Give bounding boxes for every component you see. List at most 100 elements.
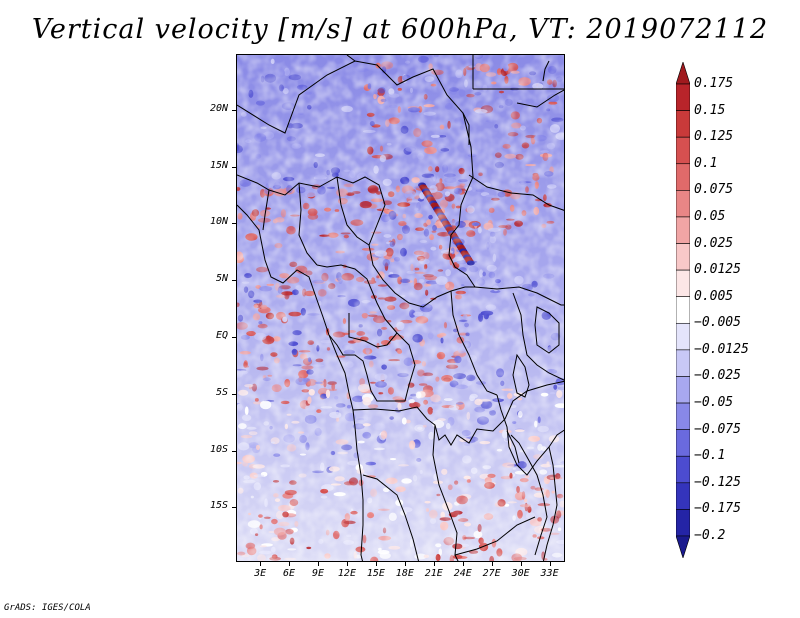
border-1 [237, 60, 470, 145]
lon-tick [346, 562, 348, 566]
lat-label: 20N [209, 102, 228, 114]
colorbar-label: −0.1 [694, 448, 726, 464]
country-borders [237, 55, 564, 561]
lat-tick [232, 166, 236, 168]
lat-tick [232, 450, 236, 452]
colorbar-segment [676, 376, 690, 404]
lat-tick [232, 109, 236, 111]
lon-label: 6E [283, 568, 296, 579]
lon-label: 15E [366, 568, 385, 579]
lat-label: 10S [209, 443, 228, 455]
border-23 [512, 353, 530, 398]
border-10 [316, 264, 416, 402]
colorbar-segment [676, 163, 690, 191]
border-13 [352, 380, 564, 446]
lon-label: 27E [482, 568, 501, 579]
colorbar-label: −0.175 [694, 501, 741, 517]
border-22 [534, 306, 560, 354]
lon-tick [520, 562, 522, 566]
border-24 [510, 434, 548, 556]
lon-tick [318, 562, 319, 566]
colorbar-label: 0.005 [694, 288, 734, 304]
colorbar-label: −0.075 [694, 421, 741, 437]
lon-tick [404, 562, 406, 566]
border-20 [468, 174, 564, 211]
lat-tick [232, 336, 236, 338]
lon-label: 33E [540, 568, 559, 579]
colorbar-segment [676, 83, 690, 111]
colorbar-segment [676, 322, 690, 351]
border-21 [516, 89, 564, 108]
border-3 [448, 112, 476, 288]
colorbar-segment [676, 110, 690, 138]
colorbar-segment [676, 269, 690, 298]
border-6 [237, 174, 475, 308]
colorbar-segment [676, 190, 690, 218]
map-title: Vertical velocity [m/s] at 600hPa, VT: 2… [31, 14, 769, 45]
border-15 [362, 474, 420, 561]
border-25 [542, 446, 558, 561]
lon-tick [375, 562, 377, 566]
lon-label: 24E [453, 568, 472, 579]
lon-tick [433, 562, 435, 566]
colorbar-label: 0.05 [694, 208, 726, 224]
border-12 [328, 334, 405, 402]
border-7 [262, 189, 270, 231]
colorbar-label: 0.075 [694, 182, 734, 198]
colorbar [676, 62, 690, 558]
colorbar-segment [676, 216, 690, 244]
colorbar-segment [676, 455, 690, 484]
border-9 [336, 176, 370, 246]
colorbar-label: 0.175 [694, 76, 734, 91]
lon-label: 9E [311, 568, 325, 579]
border-28 [542, 60, 550, 82]
lon-label: 3E [254, 568, 267, 579]
colorbar-segment [676, 429, 690, 457]
colorbar-min-arrow [676, 535, 690, 558]
lat-label: 10N [209, 216, 228, 228]
border-16 [496, 394, 564, 476]
lat-label: 15N [209, 159, 228, 171]
lat-label: 5N [215, 273, 228, 285]
colorbar-max-arrow [676, 62, 690, 85]
colorbar-label: −0.005 [694, 315, 741, 331]
lon-tick [462, 562, 464, 566]
colorbar-label: 0.1 [694, 155, 718, 171]
grads-credit: GrADS: IGES/COLA [4, 603, 91, 613]
lat-tick [232, 223, 236, 225]
border-26 [454, 516, 536, 556]
colorbar-label: 0.025 [694, 235, 734, 251]
border-2 [346, 55, 356, 62]
lon-label: 21E [424, 568, 443, 579]
colorbar-segment [676, 296, 690, 324]
colorbar-label: −0.2 [694, 528, 726, 543]
lat-label: 5S [215, 386, 228, 398]
field-speckle [237, 55, 564, 561]
border-19 [450, 290, 498, 396]
map-plot-area [236, 54, 565, 562]
lon-tick [491, 562, 493, 566]
lon-tick [289, 562, 291, 566]
lon-label: 12E [337, 568, 356, 579]
lat-tick [232, 507, 236, 509]
lat-tick [232, 393, 236, 395]
lat-tick [232, 280, 236, 282]
lon-tick [549, 562, 551, 566]
lon-tick [260, 562, 262, 566]
colorbar-segment [676, 509, 690, 537]
colorbar-label: 0.15 [694, 102, 726, 118]
colorbar-segment [676, 402, 690, 430]
border-17 [474, 286, 564, 306]
colorbar-label: −0.0125 [694, 341, 749, 357]
colorbar-label: 0.0125 [694, 262, 741, 278]
lon-label: 30E [511, 568, 530, 579]
lat-label: EQ [215, 329, 228, 341]
colorbar-segment [676, 243, 690, 271]
colorbar-label: −0.025 [694, 368, 741, 384]
coastline [237, 204, 364, 561]
colorbar-label: −0.05 [694, 395, 734, 411]
border-11 [348, 313, 398, 348]
border-27 [506, 430, 520, 464]
colorbar-segment [676, 136, 690, 165]
colorbar-label: −0.125 [694, 474, 741, 490]
